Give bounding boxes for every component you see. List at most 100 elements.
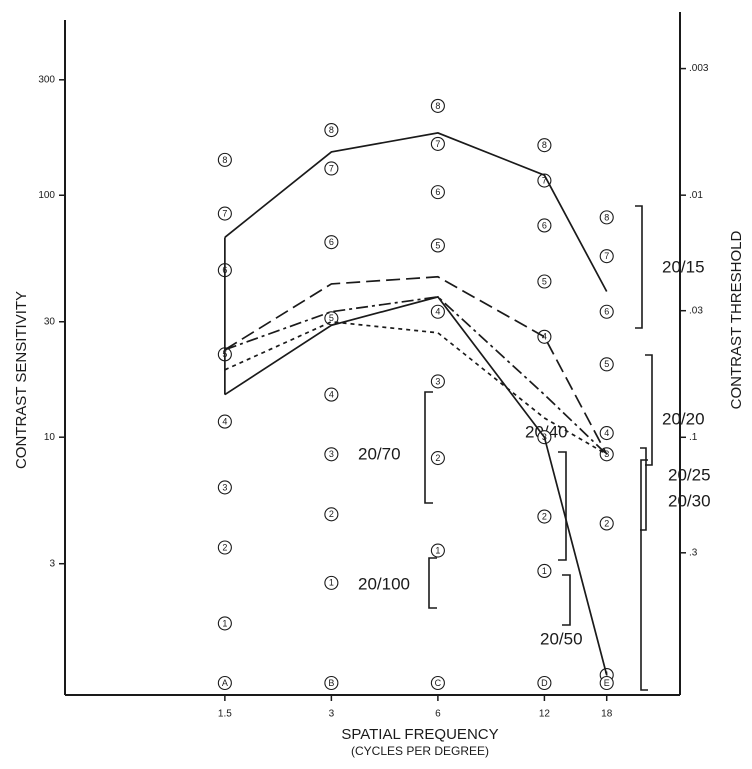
patch-label: 4 [542, 332, 547, 342]
acuity-label: 20/50 [540, 629, 583, 648]
patch-label: 2 [542, 511, 547, 521]
patch-label: 7 [222, 208, 227, 218]
patch-marker [217, 206, 232, 221]
column-marker [217, 675, 232, 691]
patch-label: 7 [542, 175, 547, 185]
bracket [640, 447, 647, 531]
column-marker [599, 675, 614, 691]
patch-label: 5 [604, 359, 609, 369]
patch-marker [430, 98, 445, 113]
patch-label: 6 [329, 237, 334, 247]
patch-marker [430, 185, 445, 200]
y-tick-label: 3 [49, 558, 55, 569]
patch-label: 2 [435, 453, 440, 463]
y2-tick-label: .1 [689, 432, 698, 443]
x-tick-label: 3 [329, 709, 335, 720]
y2-tick-label: .003 [689, 63, 709, 74]
axes [64, 12, 681, 696]
patch-label: 8 [329, 125, 334, 135]
column-marker [537, 675, 552, 691]
patch-marker [599, 426, 614, 441]
bracket [428, 557, 437, 609]
patch-marker [537, 218, 552, 233]
x-tick-label: 6 [435, 709, 441, 720]
x-tick-label: 12 [539, 709, 551, 720]
x-tick-label: 1.5 [218, 709, 232, 720]
patch-marker [599, 304, 614, 319]
patch-label: 7 [329, 163, 334, 173]
acuity-label: 20/70 [358, 444, 401, 463]
patch-label: 8 [435, 101, 440, 111]
patch-label: 7 [604, 251, 609, 261]
column-marker [324, 675, 339, 691]
patch-marker [430, 374, 445, 389]
column-label: B [328, 678, 334, 688]
patch-label: 2 [604, 518, 609, 528]
x-tick-label: 18 [601, 709, 613, 720]
bracket [562, 574, 571, 626]
series-line [224, 296, 608, 455]
patch-marker [324, 235, 339, 250]
series-line [224, 132, 608, 292]
series-line [224, 320, 608, 456]
patches: 12345678A12345678B12345678C12345678D1234… [217, 98, 614, 691]
y-axis-title: CONTRAST SENSITIVITY [13, 291, 30, 469]
patch-marker [537, 138, 552, 153]
acuity-label: 20/100 [358, 574, 410, 593]
acuity-label: 20/15 [662, 257, 705, 276]
patch-label: 3 [222, 482, 227, 492]
patch-marker [324, 161, 339, 176]
patch-marker [430, 238, 445, 253]
bracket [640, 459, 648, 691]
patch-label: 5 [435, 240, 440, 250]
patch-marker [430, 543, 445, 558]
patch-marker [537, 563, 552, 579]
patch-label: 7 [435, 139, 440, 149]
bracket [558, 451, 567, 561]
patch-marker [599, 357, 614, 372]
y-tick-label: 10 [44, 432, 56, 443]
patch-label: 4 [222, 416, 227, 426]
bracket [645, 354, 653, 466]
patch-marker [217, 540, 232, 555]
patch-label: 5 [329, 313, 334, 323]
patch-label: 3 [329, 449, 334, 459]
y2-tick-label: .3 [689, 547, 698, 558]
patch-label: 4 [329, 389, 334, 399]
patch-label: 8 [222, 155, 227, 165]
patch-label: 6 [435, 187, 440, 197]
patch-marker [599, 210, 614, 225]
y-tick-label: 30 [44, 316, 56, 327]
series-line [224, 295, 608, 676]
patch-label: 1 [329, 578, 334, 588]
patch-label: 5 [542, 276, 547, 286]
bracket [424, 391, 433, 504]
patch-label: 4 [604, 428, 609, 438]
acuity-brackets: 20/15 20/20 20/25 20/30 20/40 20/50 20/7… [358, 205, 711, 691]
patch-label: 6 [604, 307, 609, 317]
x-axis-subtitle: (CYCLES PER DEGREE) [351, 744, 489, 758]
patch-label: 1 [222, 618, 227, 628]
column-label: C [435, 678, 442, 688]
patch-label: 2 [222, 542, 227, 552]
y-tick-label: 300 [38, 74, 55, 85]
patch-marker [324, 575, 339, 590]
patch-label: 1 [435, 545, 440, 555]
y2-tick-label: .01 [689, 190, 703, 201]
patch-marker [537, 274, 552, 289]
patch-label: 3 [435, 376, 440, 386]
patch-label: 2 [329, 509, 334, 519]
patch-marker [537, 173, 552, 188]
patch-marker [324, 387, 339, 402]
patch-marker [599, 516, 614, 531]
column-label: E [604, 678, 610, 688]
patch-label: 8 [604, 212, 609, 222]
x-axis-title: SPATIAL FREQUENCY [341, 726, 498, 743]
patch-label: 6 [542, 220, 547, 230]
acuity-label: 20/30 [668, 491, 711, 510]
acuity-label: 20/25 [668, 465, 711, 484]
bracket [635, 205, 643, 329]
patch-marker [537, 329, 552, 344]
patch-marker [217, 480, 232, 495]
